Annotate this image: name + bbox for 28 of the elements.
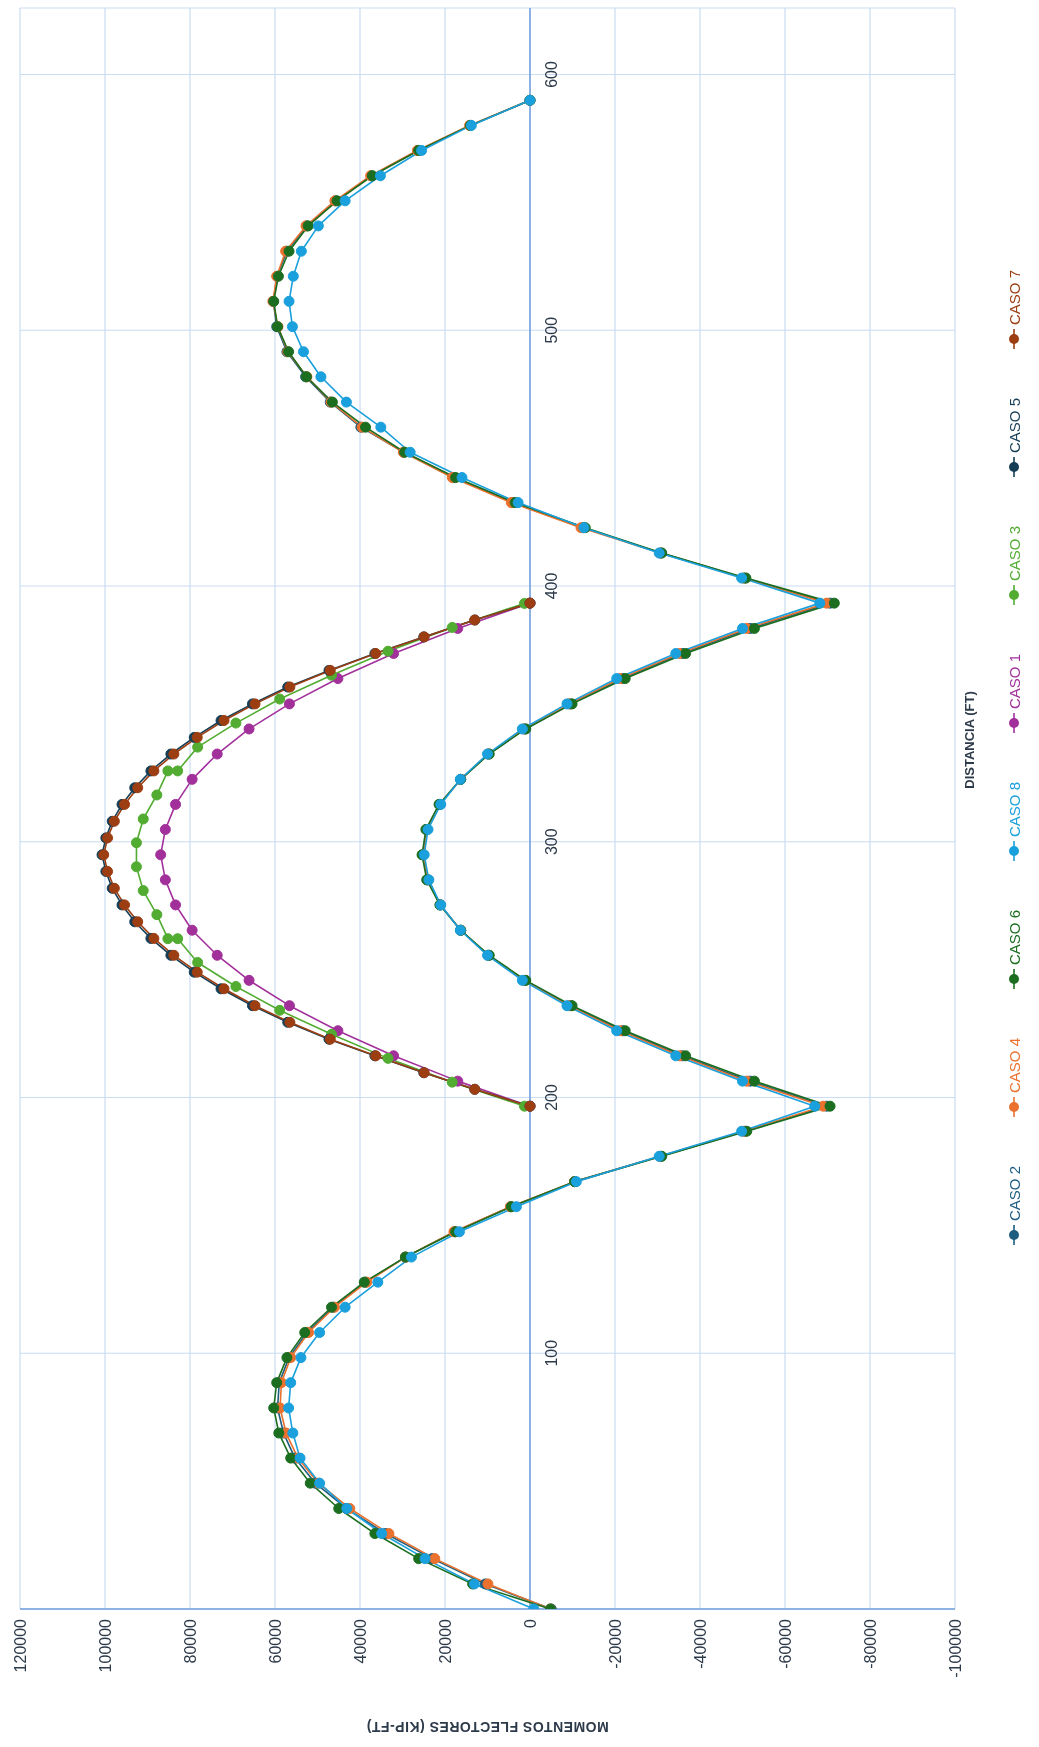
x-tick-label: 100000 bbox=[96, 1618, 114, 1673]
y-tick-label: 200 bbox=[543, 1084, 561, 1111]
x-tick-label: 60000 bbox=[266, 1618, 284, 1664]
y-tick-label: 100 bbox=[543, 1339, 561, 1367]
x-tick-label: 80000 bbox=[181, 1618, 199, 1664]
x-tick-label: -80000 bbox=[861, 1618, 879, 1669]
text: CASO 4 bbox=[1005, 1037, 1023, 1093]
text: CASO 8 bbox=[1005, 781, 1023, 837]
x-tick-label: -20000 bbox=[606, 1618, 624, 1669]
x-tick-label: 120000 bbox=[11, 1618, 29, 1673]
x-axis-title: MOMENTOS FLECTORES (KIP-FT) bbox=[366, 1719, 609, 1735]
y-axis-title: DISTANCIA (FT) bbox=[961, 691, 977, 789]
y-tick-label: 400 bbox=[543, 572, 561, 600]
text: CASO 7 bbox=[1005, 269, 1023, 325]
x-tick-label: -100000 bbox=[946, 1618, 964, 1678]
text: CASO 6 bbox=[1005, 909, 1023, 965]
text: CASO 5 bbox=[1005, 397, 1023, 453]
x-tick-label: 0 bbox=[521, 1618, 539, 1628]
x-tick-label: 20000 bbox=[436, 1618, 454, 1664]
x-tick-label: -40000 bbox=[691, 1618, 709, 1669]
text: CASO 2 bbox=[1005, 1165, 1023, 1221]
text: CASO 3 bbox=[1005, 525, 1023, 581]
y-tick-label: 500 bbox=[543, 316, 561, 344]
y-tick-label: 300 bbox=[543, 828, 561, 856]
text: CASO 1 bbox=[1005, 653, 1023, 709]
x-tick-label: 40000 bbox=[351, 1618, 369, 1664]
y-tick-label: 600 bbox=[543, 61, 561, 88]
x-tick-label: -60000 bbox=[776, 1618, 794, 1669]
